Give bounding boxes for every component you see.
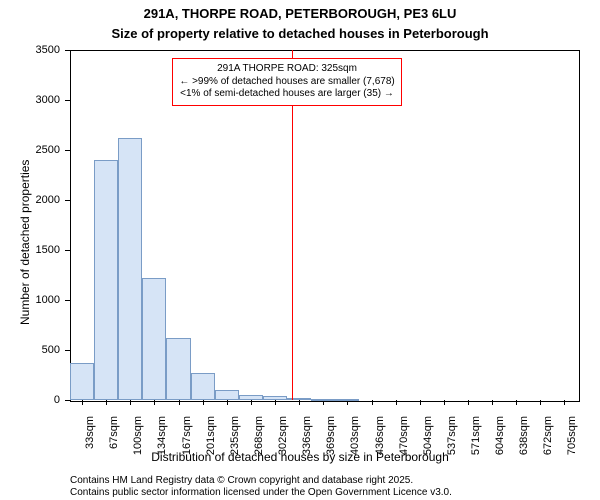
y-tick-mark xyxy=(65,400,70,401)
x-tick-mark xyxy=(203,400,204,405)
x-tick-mark xyxy=(275,400,276,405)
x-tick-label: 33sqm xyxy=(84,416,96,464)
annotation-box: 291A THORPE ROAD: 325sqm ← >99% of detac… xyxy=(172,58,401,106)
y-tick-label: 1500 xyxy=(0,244,60,256)
y-tick-label: 500 xyxy=(0,344,60,356)
histogram-bar xyxy=(166,338,190,400)
x-tick-label: 403sqm xyxy=(349,416,361,464)
x-tick-label: 268sqm xyxy=(253,416,265,464)
x-tick-label: 201sqm xyxy=(205,416,217,464)
footer-line2: Contains public sector information licen… xyxy=(70,487,452,498)
x-tick-label: 302sqm xyxy=(277,416,289,464)
x-tick-label: 604sqm xyxy=(494,416,506,464)
footer-line1: Contains HM Land Registry data © Crown c… xyxy=(70,475,413,486)
x-tick-mark xyxy=(420,400,421,405)
annotation-line2: ← >99% of detached houses are smaller (7… xyxy=(179,76,394,89)
y-tick-label: 2000 xyxy=(0,194,60,206)
y-tick-mark xyxy=(65,150,70,151)
x-tick-mark xyxy=(154,400,155,405)
y-tick-mark xyxy=(65,100,70,101)
histogram-bar xyxy=(263,396,287,400)
histogram-bar xyxy=(94,160,118,400)
x-tick-mark xyxy=(227,400,228,405)
x-tick-mark xyxy=(492,400,493,405)
x-tick-label: 167sqm xyxy=(181,416,193,464)
x-tick-mark xyxy=(516,400,517,405)
y-tick-mark xyxy=(65,350,70,351)
x-tick-mark xyxy=(540,400,541,405)
x-tick-label: 470sqm xyxy=(398,416,410,464)
y-tick-label: 3000 xyxy=(0,94,60,106)
y-tick-mark xyxy=(65,200,70,201)
x-tick-mark xyxy=(106,400,107,405)
x-tick-mark xyxy=(82,400,83,405)
x-tick-label: 705sqm xyxy=(566,416,578,464)
x-tick-mark xyxy=(468,400,469,405)
y-tick-mark xyxy=(65,300,70,301)
x-tick-mark xyxy=(396,400,397,405)
histogram-bar xyxy=(335,399,359,401)
x-tick-mark xyxy=(299,400,300,405)
x-tick-label: 134sqm xyxy=(156,416,168,464)
x-tick-mark xyxy=(130,400,131,405)
histogram-bar xyxy=(191,373,215,400)
x-tick-label: 638sqm xyxy=(518,416,530,464)
y-tick-mark xyxy=(65,50,70,51)
x-tick-label: 67sqm xyxy=(108,416,120,464)
histogram-bar xyxy=(142,278,166,400)
x-tick-label: 235sqm xyxy=(229,416,241,464)
chart-container: 291A, THORPE ROAD, PETERBOROUGH, PE3 6LU… xyxy=(0,0,600,500)
x-tick-label: 336sqm xyxy=(301,416,313,464)
x-tick-label: 100sqm xyxy=(132,416,144,464)
x-tick-mark xyxy=(179,400,180,405)
x-tick-mark xyxy=(347,400,348,405)
y-tick-label: 0 xyxy=(0,394,60,406)
x-tick-label: 436sqm xyxy=(374,416,386,464)
histogram-bar xyxy=(215,390,239,400)
y-tick-label: 1000 xyxy=(0,294,60,306)
x-tick-mark xyxy=(323,400,324,405)
annotation-line3: <1% of semi-detached houses are larger (… xyxy=(179,88,394,101)
histogram-bar xyxy=(70,363,94,400)
chart-title-line1: 291A, THORPE ROAD, PETERBOROUGH, PE3 6LU xyxy=(0,6,600,21)
x-tick-label: 571sqm xyxy=(470,416,482,464)
x-tick-mark xyxy=(444,400,445,405)
histogram-bar xyxy=(311,399,335,401)
y-tick-label: 2500 xyxy=(0,144,60,156)
x-tick-label: 537sqm xyxy=(446,416,458,464)
annotation-line1: 291A THORPE ROAD: 325sqm xyxy=(179,63,394,76)
y-tick-label: 3500 xyxy=(0,44,60,56)
x-tick-label: 672sqm xyxy=(542,416,554,464)
x-tick-mark xyxy=(251,400,252,405)
x-tick-mark xyxy=(564,400,565,405)
y-tick-mark xyxy=(65,250,70,251)
x-tick-label: 369sqm xyxy=(325,416,337,464)
histogram-bar xyxy=(118,138,142,400)
histogram-bar xyxy=(239,395,263,400)
chart-title-line2: Size of property relative to detached ho… xyxy=(0,26,600,41)
x-tick-mark xyxy=(372,400,373,405)
x-tick-label: 504sqm xyxy=(422,416,434,464)
histogram-bar xyxy=(287,398,311,400)
